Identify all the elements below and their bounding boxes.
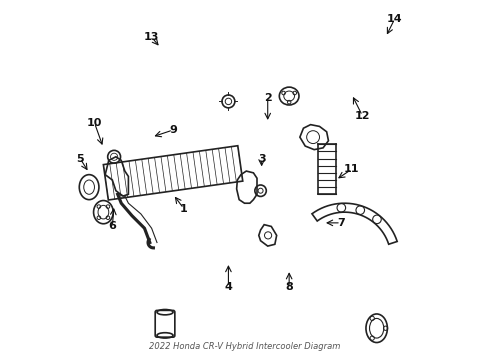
Text: 12: 12: [354, 111, 369, 121]
Text: 4: 4: [224, 282, 232, 292]
Text: 14: 14: [386, 14, 402, 24]
Text: 9: 9: [169, 125, 177, 135]
Text: 5: 5: [76, 154, 84, 163]
Text: 2: 2: [264, 93, 271, 103]
Text: 13: 13: [143, 32, 159, 42]
Text: 11: 11: [343, 164, 359, 174]
Text: 10: 10: [86, 118, 102, 128]
Text: 7: 7: [336, 218, 344, 228]
Text: 8: 8: [285, 282, 292, 292]
Text: 3: 3: [257, 154, 265, 163]
Text: 6: 6: [108, 221, 116, 231]
Text: 1: 1: [180, 203, 187, 213]
Text: 2022 Honda CR-V Hybrid Intercooler Diagram: 2022 Honda CR-V Hybrid Intercooler Diagr…: [148, 342, 340, 351]
